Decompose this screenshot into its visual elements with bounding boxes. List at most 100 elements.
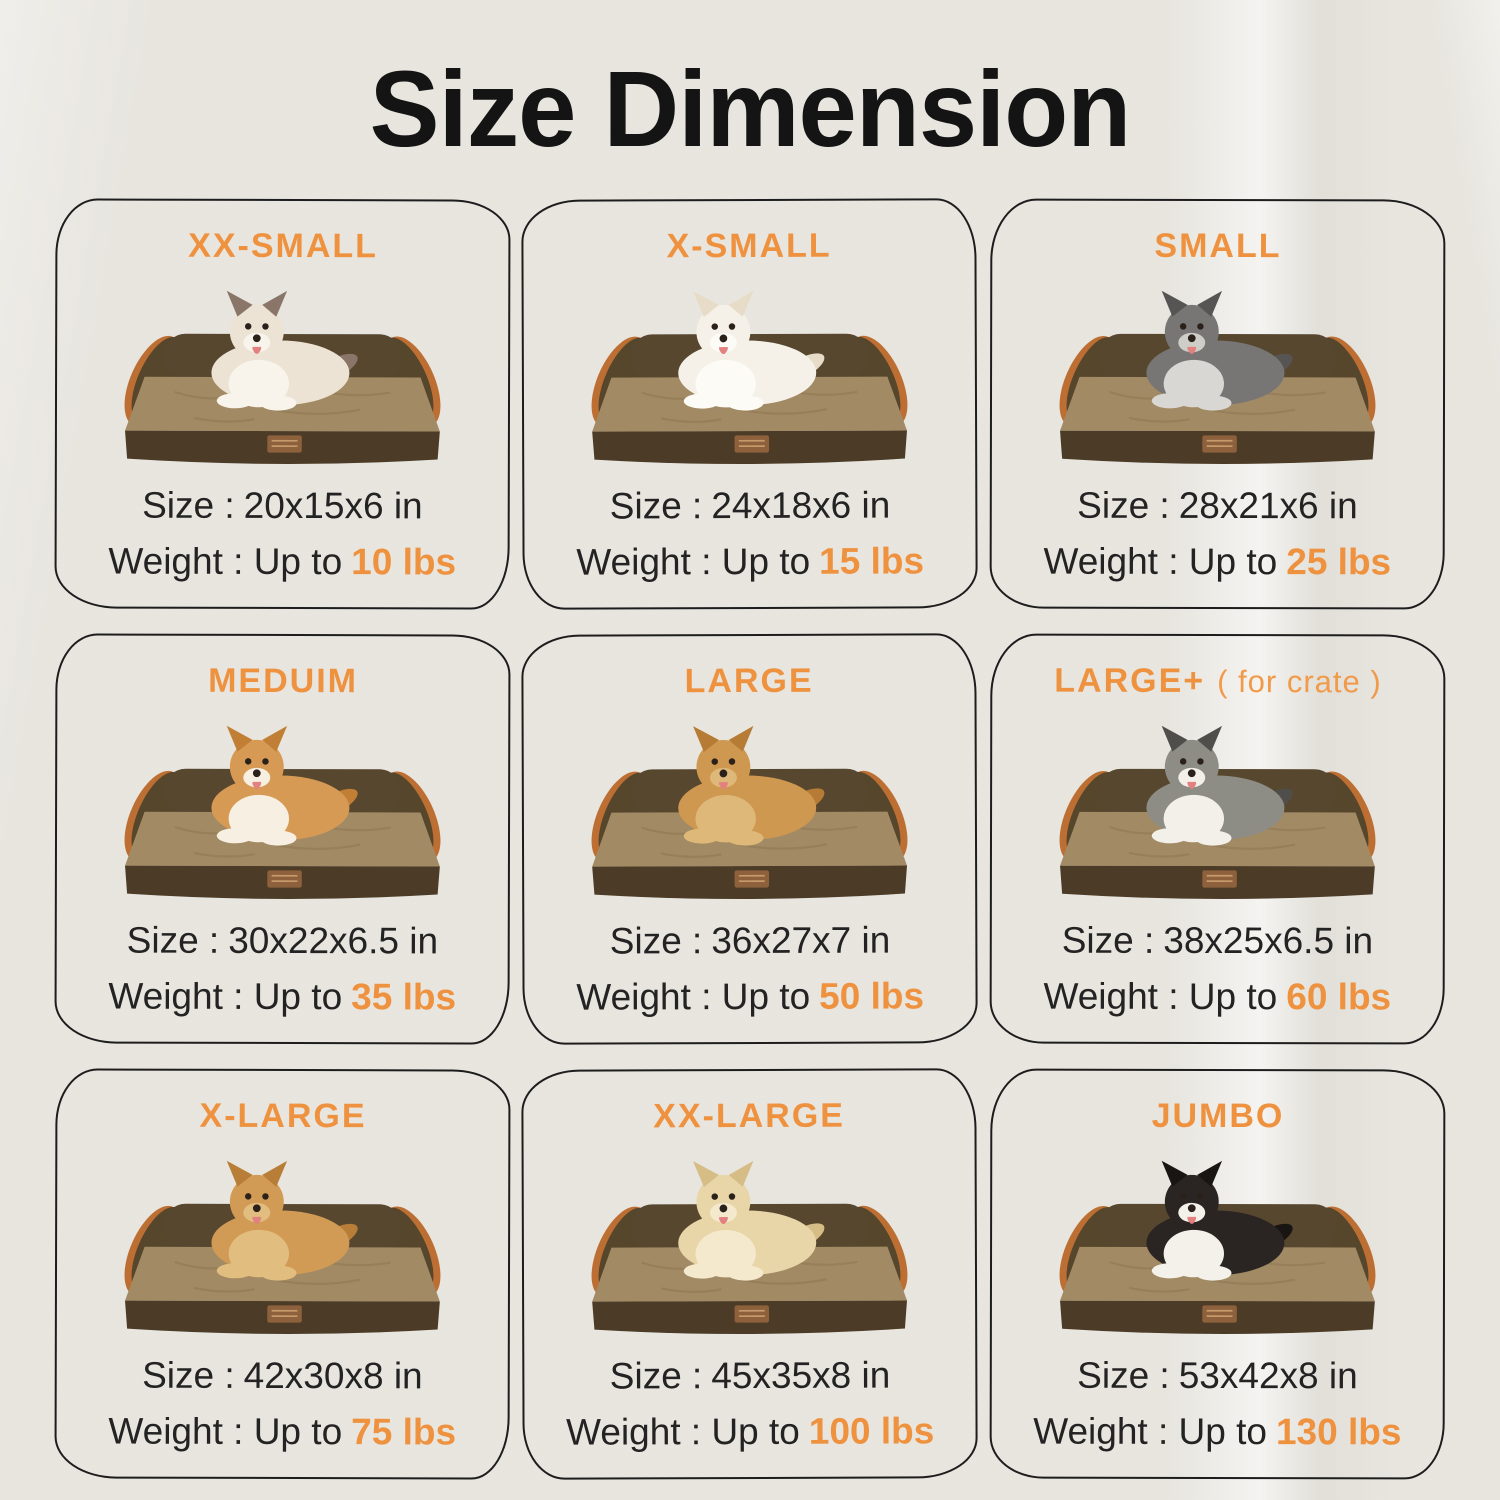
weight-prefix: Weight : Up to	[108, 1410, 343, 1452]
pomeranian-on-bolster-bed-icon	[578, 290, 922, 466]
weight-spec: Weight : Up to 35 lbs	[108, 968, 456, 1024]
size-label-note: ( for crate )	[1216, 663, 1382, 700]
spec-block: Size :53x42x8 in Weight : Up to 130 lbs	[1033, 1348, 1401, 1460]
illustration-area	[532, 1140, 968, 1349]
size-label: X-SMALL	[666, 226, 833, 266]
weight-value: 60 lbs	[1285, 975, 1391, 1017]
size-card: LARGE+ ( for crate ) Size :38x25x6.5 in …	[989, 633, 1446, 1045]
corgi-on-bolster-bed-icon	[111, 725, 454, 900]
spec-block: Size :20x15x6 in Weight : Up to 10 lbs	[108, 478, 456, 590]
size-value: 45x35x8 in	[711, 1354, 891, 1397]
size-card: SMALL Size :28x21x6 in Weight : Up to 25 …	[989, 198, 1446, 610]
illustration-area	[65, 270, 501, 478]
size-value: 30x22x6.5 in	[228, 919, 439, 962]
size-label: JUMBO	[1151, 1096, 1285, 1136]
size-label-row: SMALL	[1154, 227, 1281, 271]
illustration-area	[1000, 1141, 1436, 1349]
size-prefix: Size :	[142, 484, 235, 526]
spec-block: Size :24x18x6 in Weight : Up to 15 lbs	[576, 477, 925, 590]
size-value: 53x42x8 in	[1178, 1354, 1358, 1397]
illustration-area	[65, 1140, 501, 1348]
size-value: 24x18x6 in	[711, 484, 891, 527]
size-spec: Size :38x25x6.5 in	[1043, 913, 1391, 969]
size-label: XX-LARGE	[653, 1096, 846, 1136]
weight-value: 130 lbs	[1275, 1410, 1402, 1452]
weight-prefix: Weight : Up to	[108, 975, 343, 1017]
size-grid: XX-SMALL Size :20x15x6 in Weight : Up to…	[54, 198, 1446, 1480]
illustration-area	[1000, 706, 1436, 914]
size-prefix: Size :	[1076, 484, 1170, 526]
size-card: JUMBO Size :53x42x8 in Weight : Up to 130…	[989, 1068, 1446, 1480]
size-prefix: Size :	[1061, 919, 1155, 961]
size-label: LARGE	[684, 661, 814, 701]
size-spec: Size :24x18x6 in	[576, 477, 924, 534]
weight-spec: Weight : Up to 25 lbs	[1043, 533, 1391, 589]
size-value: 36x27x7 in	[711, 919, 891, 962]
size-label: LARGE+	[1053, 661, 1205, 700]
spec-block: Size :36x27x7 in Weight : Up to 50 lbs	[576, 912, 925, 1025]
size-label: SMALL	[1154, 226, 1282, 266]
size-label: XX-SMALL	[188, 226, 379, 266]
weight-value: 100 lbs	[809, 1409, 935, 1452]
illustration-area	[65, 705, 501, 913]
size-card: LARGE Size :36x27x7 in Weight : Up to 50 …	[521, 633, 979, 1045]
weight-value: 15 lbs	[819, 539, 925, 582]
illustration-area	[532, 705, 968, 914]
weight-value: 35 lbs	[351, 975, 457, 1017]
weight-spec: Weight : Up to 50 lbs	[577, 968, 925, 1025]
size-spec: Size :45x35x8 in	[566, 1347, 934, 1404]
labrador-retriever-on-bolster-bed-icon	[578, 1160, 922, 1336]
size-spec: Size :53x42x8 in	[1033, 1348, 1401, 1404]
bernese-mountain-dog-on-bolster-bed-icon	[1046, 1160, 1389, 1335]
size-card: XX-LARGE Size :45x35x8 in Weight : Up to…	[521, 1068, 979, 1480]
size-card: MEDUIM Size :30x22x6.5 in Weight : Up to…	[54, 633, 511, 1045]
size-prefix: Size :	[142, 1354, 235, 1396]
size-label: X-LARGE	[199, 1096, 367, 1136]
size-value: 20x15x6 in	[243, 484, 423, 527]
weight-spec: Weight : Up to 10 lbs	[108, 533, 456, 589]
size-spec: Size :42x30x8 in	[108, 1348, 456, 1404]
golden-retriever-on-bolster-bed-icon	[578, 725, 922, 901]
size-spec: Size :36x27x7 in	[576, 912, 924, 969]
size-label: MEDUIM	[208, 661, 359, 701]
weight-prefix: Weight : Up to	[576, 975, 811, 1018]
weight-prefix: Weight : Up to	[108, 540, 343, 582]
golden-retriever-on-bolster-bed-icon	[111, 1160, 454, 1335]
weight-value: 10 lbs	[351, 540, 457, 582]
miniature-schnauzer-on-bolster-bed-icon	[1046, 290, 1389, 465]
size-prefix: Size :	[610, 1355, 703, 1397]
size-label-row: XX-LARGE	[654, 1097, 846, 1142]
spec-block: Size :30x22x6.5 in Weight : Up to 35 lbs	[108, 913, 456, 1025]
size-prefix: Size :	[126, 919, 220, 961]
size-label-row: MEDUIM	[208, 662, 358, 706]
weight-prefix: Weight : Up to	[576, 540, 811, 583]
size-label-row: LARGE+ ( for crate )	[1054, 662, 1382, 707]
ragdoll-cat-on-bolster-bed-icon	[111, 290, 454, 465]
weight-value: 50 lbs	[819, 974, 925, 1017]
size-label-row: JUMBO	[1151, 1097, 1284, 1141]
weight-spec: Weight : Up to 130 lbs	[1033, 1403, 1401, 1459]
size-label-row: XX-SMALL	[188, 227, 378, 271]
size-card: X-SMALL Size :24x18x6 in Weight : Up to 1…	[521, 198, 979, 610]
size-spec: Size :28x21x6 in	[1043, 478, 1391, 534]
weight-value: 75 lbs	[351, 1410, 457, 1452]
weight-value: 25 lbs	[1285, 540, 1391, 582]
size-spec: Size :20x15x6 in	[108, 478, 456, 534]
australian-shepherd-on-bolster-bed-icon	[1046, 725, 1389, 900]
size-value: 38x25x6.5 in	[1162, 919, 1373, 962]
weight-spec: Weight : Up to 100 lbs	[566, 1403, 934, 1460]
size-label-row: X-LARGE	[200, 1097, 367, 1141]
weight-prefix: Weight : Up to	[1043, 540, 1277, 582]
spec-block: Size :28x21x6 in Weight : Up to 25 lbs	[1043, 478, 1391, 590]
page-title: Size Dimension	[369, 48, 1132, 169]
weight-spec: Weight : Up to 15 lbs	[577, 533, 925, 590]
size-spec: Size :30x22x6.5 in	[108, 913, 456, 969]
size-card: XX-SMALL Size :20x15x6 in Weight : Up to…	[54, 198, 511, 610]
weight-spec: Weight : Up to 75 lbs	[108, 1403, 456, 1459]
weight-prefix: Weight : Up to	[1032, 1410, 1267, 1452]
size-prefix: Size :	[1076, 1354, 1170, 1396]
weight-prefix: Weight : Up to	[1043, 975, 1277, 1017]
illustration-area	[532, 270, 968, 479]
weight-spec: Weight : Up to 60 lbs	[1043, 968, 1391, 1024]
spec-block: Size :45x35x8 in Weight : Up to 100 lbs	[566, 1347, 935, 1459]
